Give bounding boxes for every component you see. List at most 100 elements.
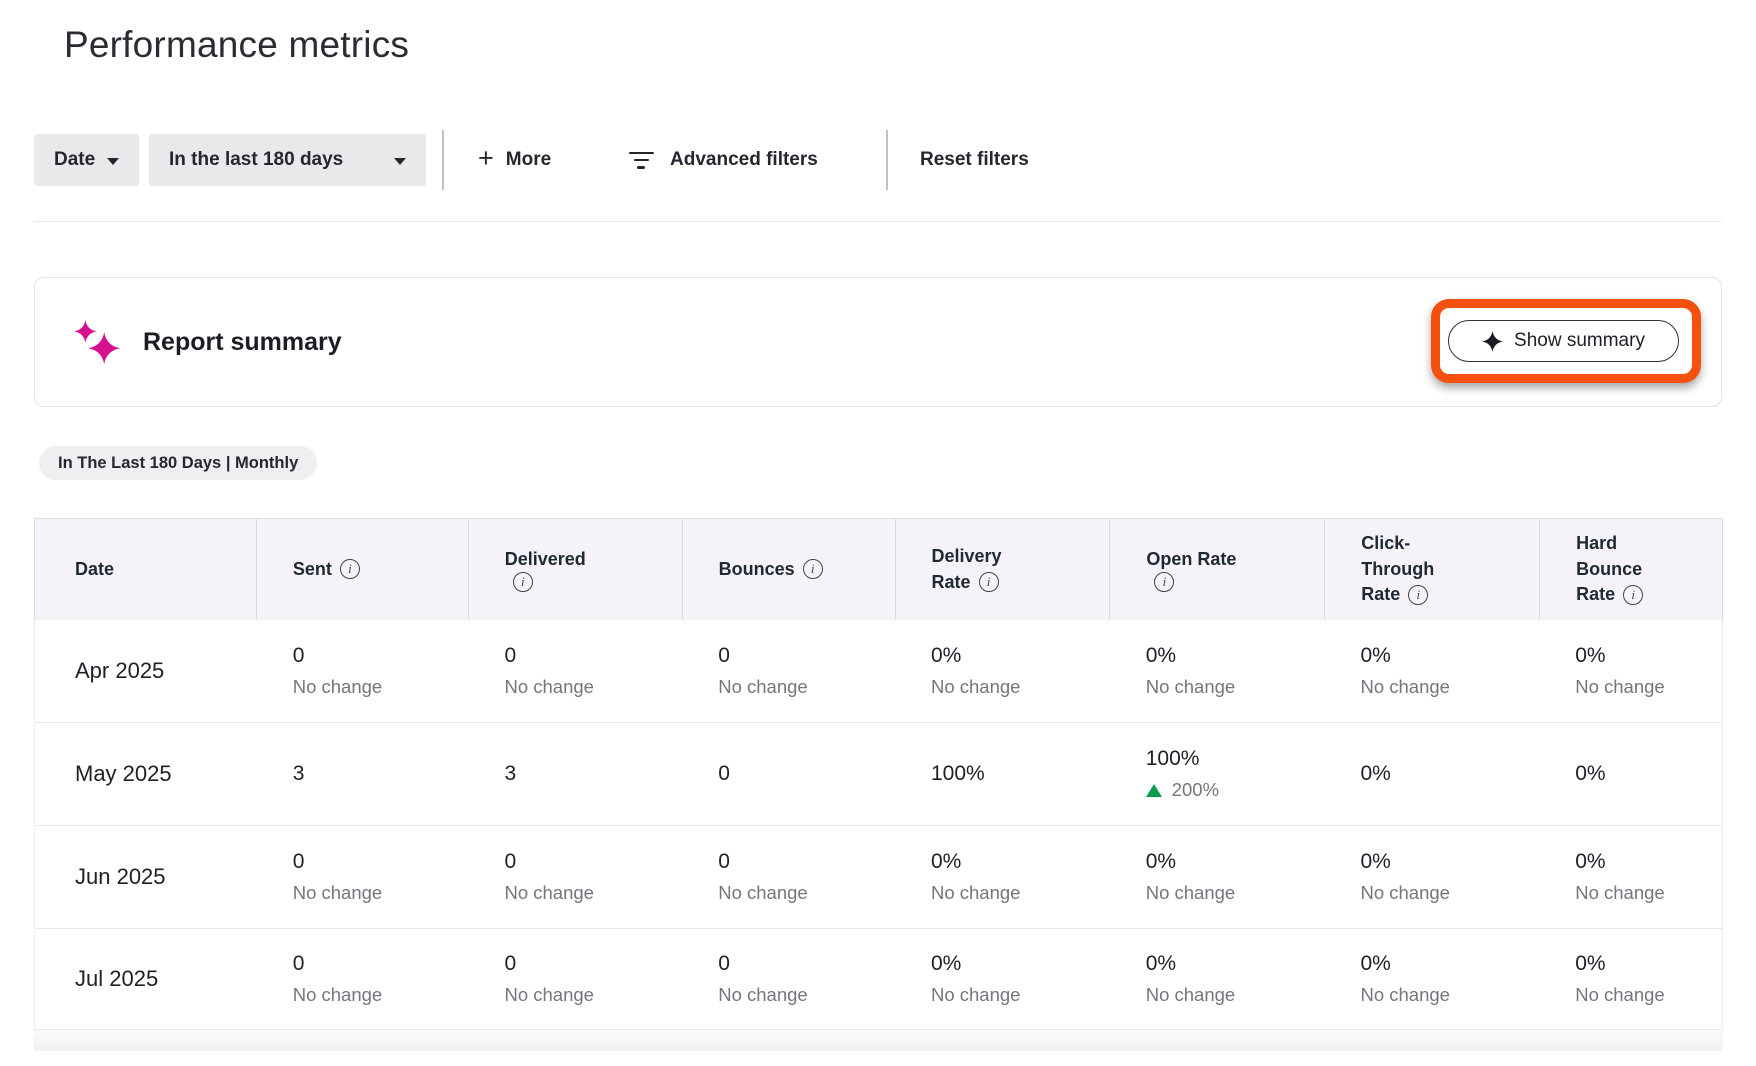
report-summary-card: Report summary Show summary <box>34 277 1722 407</box>
column-label: Rate <box>1576 582 1615 608</box>
metric-value: 0% <box>1575 952 1712 976</box>
metric-value: 0 <box>293 850 459 874</box>
info-icon[interactable]: i <box>1154 572 1174 592</box>
date-filter-button[interactable]: Date <box>34 134 139 186</box>
column-header-hard-bounce-rate: HardBounceRatei <box>1540 519 1723 620</box>
metric-cell: 0No change <box>468 929 682 1029</box>
column-label: Rate <box>1361 582 1400 608</box>
date-cell: Jul 2025 <box>35 929 257 1029</box>
metric-subtext: No change <box>1575 882 1712 904</box>
metric-cell: 0% No change <box>1539 929 1722 1029</box>
page-title: Performance metrics <box>64 24 409 66</box>
info-icon[interactable]: i <box>979 572 999 592</box>
show-summary-button[interactable]: Show summary <box>1448 320 1679 362</box>
delta-up-icon <box>1146 784 1162 797</box>
column-label: Through <box>1361 557 1434 583</box>
metric-subtext: No change <box>1360 984 1529 1006</box>
metric-value: 0 <box>718 644 885 668</box>
table-row: Jun 20250No change0No change0No change0%… <box>35 826 1722 929</box>
metric-cell: 0No change <box>682 929 895 1029</box>
reset-filters-button[interactable]: Reset filters <box>920 134 1029 186</box>
info-icon[interactable]: i <box>340 559 360 579</box>
table-row: Jul 20250No change0No change0No change0%… <box>35 929 1722 1030</box>
metric-cell: 0% No change <box>1110 620 1325 722</box>
metric-cell: 0% <box>1324 723 1539 825</box>
metric-cell: 0No change <box>468 826 682 928</box>
column-header-bounces: Bounces i <box>683 519 896 620</box>
more-filters-button[interactable]: + More <box>478 134 551 186</box>
metric-cell: 0% No change <box>895 620 1110 722</box>
metric-cell: 0%No change <box>895 826 1110 928</box>
metric-cell: 0%No change <box>1539 620 1722 722</box>
metric-value: 0 <box>718 762 885 786</box>
metric-subtext: No change <box>1146 882 1315 904</box>
info-icon[interactable]: i <box>803 559 823 579</box>
metric-subtext: No change <box>718 676 885 698</box>
metric-subtext: No change <box>931 676 1100 698</box>
date-cell: Apr 2025 <box>35 620 257 722</box>
metric-value: 0 <box>718 952 885 976</box>
metric-value: 100% <box>1146 747 1315 771</box>
column-header-delivered: Deliveredi <box>469 519 683 620</box>
advanced-filters-label: Advanced filters <box>670 149 818 171</box>
metric-value: 0% <box>1146 644 1315 668</box>
metric-value: 0% <box>1360 850 1529 874</box>
metric-value: 0 <box>293 952 459 976</box>
column-label: Click- <box>1361 531 1410 557</box>
date-range-filter-button[interactable]: In the last 180 days <box>149 134 426 186</box>
metric-cell: 0% No change <box>1110 826 1325 928</box>
metric-cell: 0% <box>1539 723 1722 825</box>
metric-value: 0% <box>931 644 1100 668</box>
metric-subtext: No change <box>504 676 672 698</box>
metric-value: 3 <box>293 762 459 786</box>
column-label: Delivered <box>505 547 586 573</box>
metric-cell: 3 <box>257 723 469 825</box>
metric-subtext: No change <box>504 882 672 904</box>
metric-subtext: No change <box>1575 676 1712 698</box>
metric-subtext: No change <box>931 882 1100 904</box>
clipped-next-row <box>34 1030 1723 1051</box>
show-summary-label: Show summary <box>1514 330 1645 352</box>
metric-cell: 100% <box>895 723 1110 825</box>
column-header-date: Date <box>35 519 257 620</box>
chevron-down-icon <box>107 158 119 165</box>
table-row: Apr 20250No change0No change0No change0%… <box>35 620 1722 723</box>
metric-subtext: No change <box>1146 984 1315 1006</box>
filter-summary-badge: In The Last 180 Days | Monthly <box>39 446 317 480</box>
metric-cell: 0 No change <box>257 929 469 1029</box>
metric-value: 0 <box>293 644 459 668</box>
metric-cell: 0% No change <box>1324 826 1539 928</box>
plus-icon: + <box>478 145 494 172</box>
column-label: Bounces <box>719 557 795 583</box>
metric-subtext: No change <box>293 984 459 1006</box>
metric-subtext: No change <box>1146 676 1315 698</box>
filter-divider <box>442 130 444 190</box>
reset-filters-label: Reset filters <box>920 149 1029 171</box>
column-header-sent: Senti <box>257 519 469 620</box>
metric-value: 0 <box>504 952 672 976</box>
chevron-down-icon <box>394 158 406 165</box>
metric-cell: 0No change <box>682 826 895 928</box>
metric-value: 0% <box>1146 850 1315 874</box>
table-row: May 2025330100%100%200%0%0% <box>35 723 1722 826</box>
metric-subtext: No change <box>1575 984 1712 1006</box>
column-label: Hard <box>1576 531 1617 557</box>
report-summary-title: Report summary <box>143 328 342 357</box>
metric-cell: 3 <box>468 723 682 825</box>
column-header-delivery-rate: DeliveryRatei <box>896 519 1111 620</box>
column-header-click-through-rate: Click-ThroughRatei <box>1325 519 1540 620</box>
metric-subtext: No change <box>718 882 885 904</box>
info-icon[interactable]: i <box>513 572 533 592</box>
table-header-row: DateSentiDeliverediBouncesiDeliveryRatei… <box>34 518 1723 620</box>
metric-subtext: No change <box>1360 882 1529 904</box>
info-icon[interactable]: i <box>1623 585 1643 605</box>
metric-subtext: No change <box>293 676 459 698</box>
advanced-filters-button[interactable]: Advanced filters <box>628 134 818 186</box>
metric-value: 0% <box>1360 952 1529 976</box>
date-cell: May 2025 <box>35 723 257 825</box>
metric-cell: 0%No change <box>1324 620 1539 722</box>
filter-icon <box>628 152 654 169</box>
column-header-open-rate: Open Ratei <box>1110 519 1325 620</box>
metric-subtext: No change <box>293 882 459 904</box>
info-icon[interactable]: i <box>1408 585 1428 605</box>
